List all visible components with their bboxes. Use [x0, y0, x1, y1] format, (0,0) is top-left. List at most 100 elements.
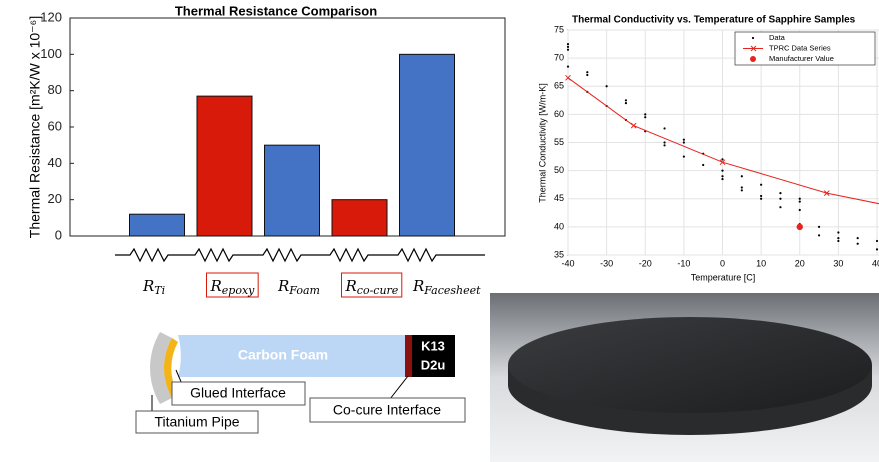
y-tick-label: 55: [554, 137, 564, 147]
data-point: [799, 209, 801, 211]
sample-photo: [490, 293, 879, 462]
data-point: [779, 192, 781, 194]
bar: [197, 96, 252, 236]
data-point: [837, 237, 839, 239]
callout-line: [390, 376, 408, 399]
bar: [332, 200, 387, 236]
data-point: [663, 127, 665, 129]
x-tick-label: -10: [677, 258, 690, 268]
data-point: [567, 46, 569, 48]
data-point: [606, 85, 608, 87]
data-point: [760, 198, 762, 200]
facesheet-label: K13: [421, 338, 445, 353]
data-point: [663, 141, 665, 143]
category-symbol: R: [412, 277, 424, 295]
data-point: [663, 144, 665, 146]
category-label: RFacesheet: [412, 277, 481, 297]
data-point: [567, 65, 569, 67]
category-symbol: R: [277, 277, 289, 295]
foam-label: Carbon Foam: [238, 347, 328, 363]
x-tick-label: 0: [720, 258, 725, 268]
category-symbol: R: [142, 277, 154, 295]
data-point: [625, 102, 627, 104]
category-subscript: co-cure: [357, 284, 399, 297]
data-point: [702, 164, 704, 166]
category-label: Rco-cure: [345, 277, 399, 297]
bar: [265, 145, 320, 236]
data-point: [721, 170, 723, 172]
data-point: [837, 240, 839, 242]
category-symbol: R: [345, 277, 357, 295]
callout-label: Co-cure Interface: [333, 402, 441, 418]
category-subscript: epoxy: [222, 284, 255, 297]
y-tick-label: 40: [554, 221, 564, 231]
data-point: [857, 237, 859, 239]
x-tick-label: 40: [872, 258, 879, 268]
category-subscript: Facesheet: [423, 284, 481, 297]
data-point: [741, 186, 743, 188]
resistor-chain: [115, 249, 485, 261]
y-tick-label: 60: [48, 118, 62, 133]
disc-top: [508, 317, 872, 413]
data-point: [644, 116, 646, 118]
x-tick-label: -20: [639, 258, 652, 268]
co-cure-layer: [405, 335, 412, 377]
data-point: [779, 198, 781, 200]
data-point: [741, 189, 743, 191]
callout-label: Glued Interface: [190, 385, 286, 401]
y-axis-label: Thermal Conductivity [W/m-K]: [537, 83, 547, 203]
category-subscript: Ti: [154, 284, 165, 297]
data-point: [779, 206, 781, 208]
y-tick-label: 75: [554, 24, 564, 34]
x-tick-label: -40: [561, 258, 574, 268]
data-point: [683, 155, 685, 157]
data-point: [625, 99, 627, 101]
data-point: [799, 200, 801, 202]
y-tick-label: 0: [55, 227, 62, 242]
y-tick-label: 60: [554, 109, 564, 119]
figure: Carbon Foam K13 D2u Glued Interface Tita…: [0, 0, 879, 462]
x-tick-label: 30: [833, 258, 843, 268]
data-point: [857, 243, 859, 245]
y-tick-label: 70: [554, 53, 564, 63]
data-point: [721, 178, 723, 180]
data-point: [876, 240, 878, 242]
legend-label: TPRC Data Series: [769, 43, 831, 52]
bar: [130, 214, 185, 236]
category-symbol: R: [210, 277, 222, 295]
y-tick-label: 20: [48, 191, 62, 206]
data-point: [760, 184, 762, 186]
y-tick-label: 100: [40, 46, 62, 61]
callout-label: Titanium Pipe: [154, 414, 239, 430]
data-point: [799, 198, 801, 200]
data-point: [818, 234, 820, 236]
data-point: [586, 74, 588, 76]
category-subscript: Foam: [288, 284, 320, 297]
data-point: [567, 43, 569, 45]
legend-label: Data: [769, 33, 786, 42]
data-point: [683, 139, 685, 141]
data-point: [721, 158, 723, 160]
y-tick-label: 120: [40, 9, 62, 24]
legend-label: Manufacturer Value: [769, 54, 834, 63]
chart-title: Thermal Conductivity vs. Temperature of …: [572, 15, 856, 26]
category-label: RFoam: [277, 277, 320, 297]
y-tick-label: 65: [554, 81, 564, 91]
bar: [400, 54, 455, 236]
data-point: [876, 248, 878, 250]
data-point: [721, 175, 723, 177]
x-tick-label: 10: [756, 258, 766, 268]
data-point: [837, 231, 839, 233]
data-point: [741, 175, 743, 177]
data-point: [683, 141, 685, 143]
category-label: RTi: [142, 277, 165, 297]
x-tick-label: 20: [795, 258, 805, 268]
data-point: [818, 226, 820, 228]
data-point: [760, 195, 762, 197]
y-tick-label: 50: [554, 165, 564, 175]
y-tick-label: 80: [48, 82, 62, 97]
x-axis-label: Temperature [C]: [691, 272, 756, 282]
data-point: [644, 113, 646, 115]
category-label: Repoxy: [210, 277, 256, 297]
legend-marker: [750, 56, 756, 62]
